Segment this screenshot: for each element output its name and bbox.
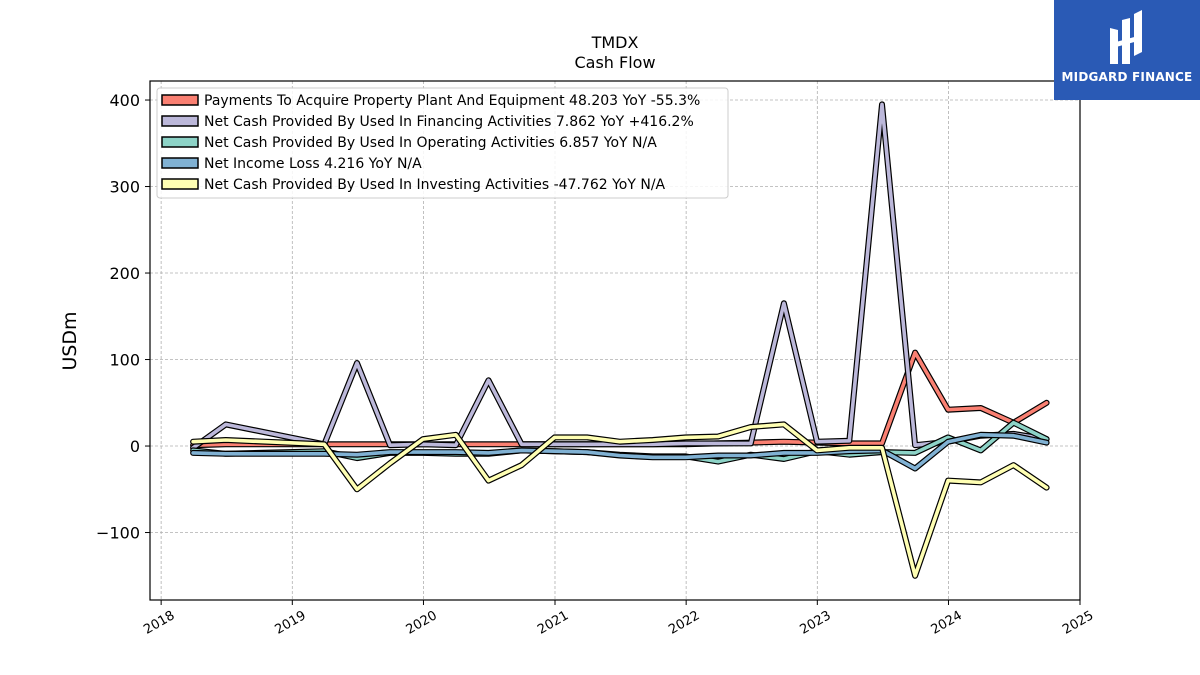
y-tick-label: 300 [109,178,140,197]
x-tick-label: 2023 [797,608,833,638]
series-outline-0 [190,349,1050,449]
y-tick-label: 200 [109,264,140,283]
legend-swatch [161,157,199,169]
midgard-logo-icon [1110,10,1142,64]
legend-swatch [161,94,199,106]
chart-title: TMDX [591,33,639,52]
x-tick-label: 2024 [929,608,965,638]
legend-swatch [161,178,199,190]
series-line-3 [191,432,1049,471]
legend-swatch [161,115,199,127]
plot-frame [149,80,1081,601]
y-tick-label: −100 [96,524,140,543]
series-line-4 [191,422,1049,578]
y-tick-label: 400 [109,91,140,110]
x-tick-label: 2019 [272,608,308,638]
logo-text: MIDGARD FINANCE [1061,70,1193,84]
series-line-1 [191,102,1049,450]
legend-entry: Net Income Loss 4.216 YoY N/A [204,156,422,172]
x-tick-label: 2018 [141,608,177,638]
legend-entry: Net Cash Provided By Used In Operating A… [204,135,657,151]
x-tick-label: 2021 [535,608,571,638]
x-axis-ticks: 2018 2019 2020 2021 2022 2023 2024 2025 [141,600,1096,638]
legend: Payments To Acquire Property Plant And E… [156,87,729,199]
y-tick-label: 0 [130,437,140,456]
legend-entry: Net Cash Provided By Used In Financing A… [204,114,694,130]
x-tick-label: 2022 [666,608,702,638]
midgard-finance-logo: MIDGARD FINANCE [1054,0,1200,100]
x-tick-label: 2020 [404,608,440,638]
x-tick-label: 2025 [1060,608,1096,638]
y-axis-label: USDm [59,311,81,370]
y-tick-label: 100 [109,351,140,370]
legend-swatch [161,136,199,148]
legend-entry: Net Cash Provided By Used In Investing A… [204,177,666,193]
y-axis-ticks: −100 0 100 200 300 400 [96,91,150,543]
legend-entry: Payments To Acquire Property Plant And E… [204,93,700,109]
plot-area [190,101,1050,579]
chart-subtitle: Cash Flow [574,53,655,72]
legend-box [156,87,729,199]
series-line-0 [191,350,1049,448]
